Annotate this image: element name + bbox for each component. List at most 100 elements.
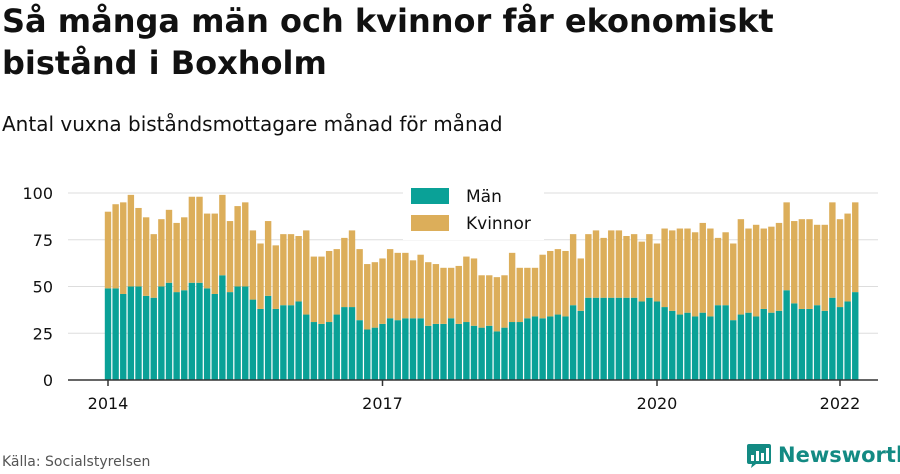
bar-women <box>821 224 828 311</box>
bar-men <box>455 323 462 380</box>
bar-women <box>356 249 363 321</box>
bar-women <box>699 222 706 313</box>
bar-women <box>165 209 173 283</box>
bar-men <box>722 305 729 380</box>
bar-men <box>707 316 714 380</box>
bar-women <box>447 267 455 319</box>
legend-swatch-men <box>411 188 449 204</box>
bar-women <box>478 275 485 328</box>
bar-women <box>600 237 607 298</box>
bar-women <box>112 204 119 289</box>
bar-men <box>386 318 394 380</box>
x-tick-label: 2017 <box>362 394 403 413</box>
bar-men <box>630 297 638 380</box>
bar-women <box>203 213 211 289</box>
bar-men <box>775 310 783 380</box>
bar-men <box>684 312 691 380</box>
bar-men <box>249 299 257 380</box>
bar-men <box>341 307 348 380</box>
bar-women <box>470 258 478 326</box>
bar-men <box>562 316 569 380</box>
bar-women <box>264 221 272 296</box>
bar-women <box>608 230 615 298</box>
bar-women <box>135 207 142 287</box>
bar-women <box>684 228 691 313</box>
bar-men <box>440 323 447 380</box>
bar-men <box>608 297 615 380</box>
bar-women <box>249 230 257 300</box>
bar-men <box>325 322 333 380</box>
bar-women <box>653 243 661 302</box>
bar-women <box>562 250 569 317</box>
bar-women <box>287 234 295 306</box>
bar-men <box>539 318 546 380</box>
bar-men <box>303 314 310 380</box>
brand-logo: Newsworthy <box>746 442 900 468</box>
bar-women <box>303 230 310 315</box>
bar-women <box>242 202 249 287</box>
bar-women <box>402 252 409 319</box>
legend-swatch-women <box>411 215 449 231</box>
bar-women <box>127 194 135 287</box>
bar-women <box>341 237 348 308</box>
bar-women <box>364 264 371 330</box>
bar-men <box>264 295 272 380</box>
bar-men <box>508 322 516 380</box>
bar-women <box>554 249 562 315</box>
bar-men <box>219 275 226 380</box>
bar-men <box>226 292 234 380</box>
bar-men <box>417 318 424 380</box>
bar-women <box>585 234 592 298</box>
bar-women <box>486 275 493 326</box>
bar-men <box>638 301 645 380</box>
bar-men <box>173 292 180 380</box>
bar-women <box>463 256 470 323</box>
legend-label-men: Män <box>466 187 502 207</box>
bar-women <box>379 258 386 324</box>
bar-men <box>310 322 318 380</box>
bar-women <box>745 228 752 313</box>
bar-men <box>295 301 302 380</box>
bar-women <box>661 228 668 308</box>
bar-women <box>158 219 165 287</box>
bar-men <box>478 327 485 380</box>
bar-women <box>501 275 508 328</box>
bar-women <box>318 256 325 324</box>
bar-women <box>348 230 356 308</box>
bar-women <box>508 252 516 323</box>
bar-women <box>783 202 790 291</box>
y-tick-label: 0 <box>43 371 53 390</box>
bar-women <box>196 196 203 283</box>
bar-men <box>188 282 196 380</box>
bar-women <box>829 202 836 298</box>
bar-women <box>333 249 340 315</box>
bar-men <box>356 320 363 380</box>
bar-women <box>531 267 539 317</box>
bar-women <box>791 221 798 304</box>
bar-women <box>676 228 684 315</box>
bar-women <box>440 267 447 324</box>
bar-men <box>821 310 828 380</box>
bar-women <box>592 230 600 298</box>
bar-women <box>836 219 844 308</box>
bar-women <box>386 249 394 319</box>
bar-men <box>653 301 661 380</box>
bar-men <box>112 288 119 380</box>
bar-women <box>455 265 462 324</box>
bar-men <box>447 318 455 380</box>
bar-women <box>325 250 333 323</box>
bar-women <box>280 234 287 306</box>
bar-men <box>737 314 745 380</box>
bar-women <box>188 196 196 283</box>
source-note: Källa: Socialstyrelsen <box>2 454 151 470</box>
bar-men <box>516 322 523 380</box>
bar-men <box>211 293 218 380</box>
bar-men <box>181 290 188 380</box>
bar-men <box>577 310 584 380</box>
bar-men <box>791 303 798 380</box>
bar-women <box>219 194 226 276</box>
bar-men <box>318 323 325 380</box>
y-tick-label: 100 <box>22 184 53 203</box>
bar-men <box>127 286 135 380</box>
